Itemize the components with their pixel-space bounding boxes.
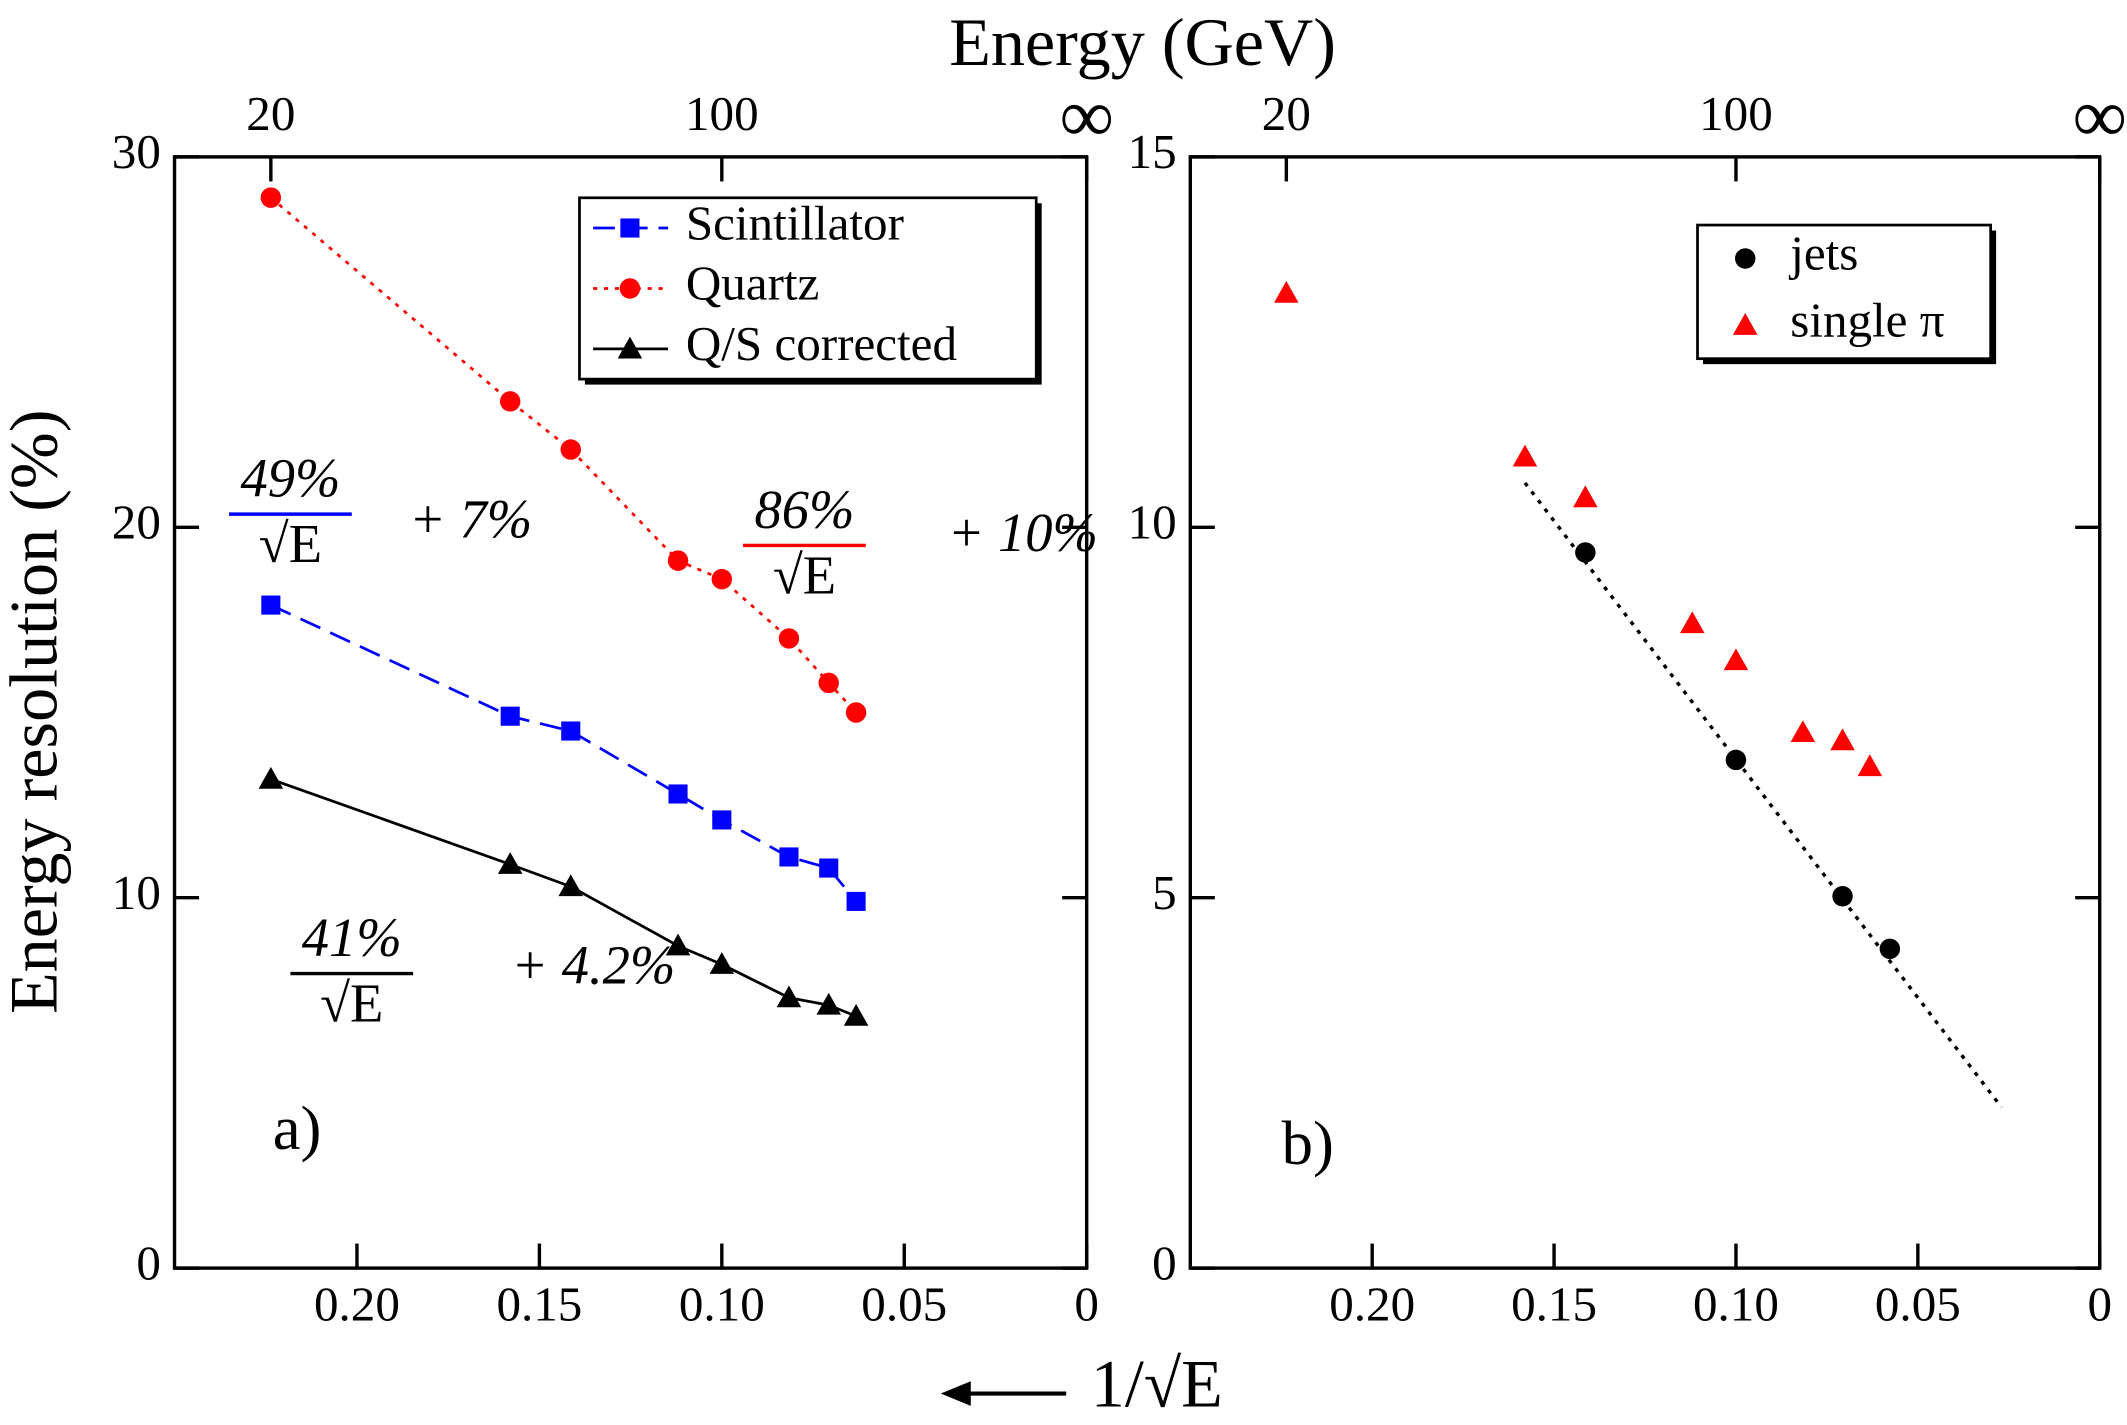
fit-line (1523, 481, 2003, 1109)
x-tick-label: 0.20 (314, 1276, 400, 1331)
marker-square (779, 847, 799, 867)
marker-circle (711, 568, 733, 590)
top-tick-label: ∞ (2073, 74, 2127, 159)
series-line (270, 603, 858, 903)
marker-circle (619, 278, 641, 299)
marker-circle (1735, 248, 1756, 269)
x-tick-label: 0.15 (1511, 1276, 1597, 1331)
annotation-suffix: + 10% (948, 502, 1098, 563)
legend-label: Quartz (686, 256, 820, 311)
annotation-denominator: √E (773, 544, 836, 605)
marker-circle (1832, 885, 1853, 907)
marker-triangle (709, 952, 735, 974)
annotation-suffix: + 7% (409, 489, 532, 550)
legend-label: Q/S corrected (686, 316, 957, 371)
marker-triangle (1723, 648, 1749, 671)
marker-circle (845, 702, 867, 723)
marker-triangle (1790, 720, 1816, 743)
top-tick-label: ∞ (1059, 74, 1113, 159)
annotation-numerator: 49% (240, 448, 340, 509)
marker-circle (260, 187, 282, 208)
panel-label: a) (273, 1093, 322, 1163)
marker-square (668, 784, 688, 804)
y-tick-label: 5 (1152, 865, 1177, 920)
marker-square (819, 858, 839, 878)
marker-circle (1575, 542, 1596, 563)
marker-square (620, 218, 640, 238)
x-axis-title: 1/√E (1091, 1345, 1223, 1421)
y-tick-label: 10 (1128, 495, 1177, 550)
y-tick-label: 15 (1128, 124, 1177, 179)
top-tick-label: 20 (1262, 86, 1311, 141)
top-tick-label: 100 (1699, 86, 1773, 141)
legend-box (1696, 223, 1993, 361)
marker-triangle (1680, 611, 1705, 634)
y-tick-label: 20 (112, 495, 161, 550)
legend-label: Scintillator (686, 195, 904, 250)
marker-square (500, 706, 520, 726)
marker-triangle (1573, 485, 1598, 508)
marker-circle (667, 550, 689, 571)
top-tick-label: 100 (685, 86, 759, 141)
top-tick-label: 20 (246, 86, 295, 141)
legend-label: single π (1790, 293, 1945, 348)
x-tick-label: 0.10 (679, 1276, 765, 1331)
marker-triangle (776, 985, 802, 1008)
marker-triangle (1512, 444, 1538, 467)
marker-triangle (843, 1003, 869, 1026)
panel-label: b) (1282, 1108, 1334, 1178)
marker-circle (499, 391, 521, 412)
marker-triangle (617, 336, 643, 359)
marker-triangle (1857, 754, 1883, 777)
x-tick-label: 0.10 (1693, 1276, 1779, 1331)
x-tick-label: 0 (2087, 1276, 2112, 1331)
arrow-head (940, 1381, 971, 1406)
y-tick-label: 10 (112, 865, 161, 920)
plot-frame (172, 155, 1089, 1270)
top-axis-title: Energy (GeV) (949, 4, 1336, 80)
marker-circle (1879, 938, 1901, 960)
marker-triangle (665, 933, 691, 956)
x-tick-label: 0 (1074, 1276, 1099, 1331)
annotation-denominator: √E (259, 513, 322, 574)
marker-triangle (558, 874, 584, 897)
marker-triangle (497, 852, 523, 874)
series-line (270, 777, 857, 1018)
marker-square (712, 810, 732, 830)
annotation-numerator: 41% (302, 907, 402, 968)
annotation-suffix: + 4.2% (511, 934, 675, 995)
marker-triangle (258, 766, 284, 789)
x-tick-label: 0.15 (496, 1276, 582, 1331)
marker-triangle (816, 992, 841, 1015)
y-tick-label: 0 (136, 1235, 161, 1290)
marker-triangle (1274, 280, 1299, 303)
marker-circle (778, 628, 800, 649)
annotation-denominator: √E (320, 973, 383, 1034)
x-tick-label: 0.05 (1875, 1276, 1961, 1331)
legend-label: jets (1788, 226, 1858, 281)
y-tick-label: 0 (1152, 1235, 1177, 1290)
y-axis-title: Energy resolution (%) (0, 410, 72, 1014)
marker-circle (818, 672, 839, 694)
marker-circle (560, 439, 581, 460)
annotation-numerator: 86% (754, 479, 854, 540)
marker-triangle (1830, 728, 1855, 751)
marker-triangle (1732, 313, 1758, 335)
y-tick-label: 30 (112, 124, 161, 179)
marker-square (261, 595, 281, 615)
marker-square (846, 891, 866, 911)
x-tick-label: 0.20 (1329, 1276, 1415, 1331)
x-tick-label: 0.05 (861, 1276, 947, 1331)
plot-frame (1188, 155, 2102, 1270)
marker-circle (1725, 749, 1747, 771)
marker-square (561, 721, 581, 741)
